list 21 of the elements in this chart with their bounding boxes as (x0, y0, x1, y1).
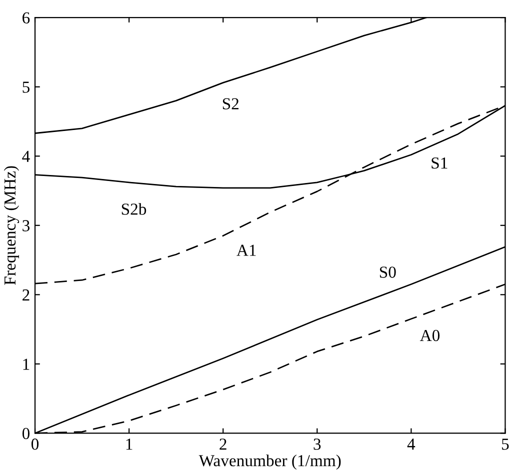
x-tick-label: 5 (502, 438, 509, 450)
x-axis-title: Wavenumber (1/mm) (198, 454, 341, 470)
annotation: S2b (122, 203, 146, 215)
y-tick-label: 0 (22, 428, 30, 440)
y-axis-title: Frequency (MHz) (4, 166, 20, 285)
series-label: A0 (420, 330, 440, 342)
x-tick-label: 4 (407, 438, 416, 450)
y-tick-label: 3 (22, 220, 30, 232)
series-label: S2 (222, 98, 239, 110)
y-tick-label: 4 (22, 150, 30, 162)
series-label: S0 (380, 266, 396, 278)
x-tick-label: 3 (314, 438, 321, 450)
annotation: S1 (432, 157, 448, 169)
x-tick-label: 0 (31, 438, 39, 450)
y-tick-label: 1 (23, 358, 30, 370)
x-tick-label: 2 (220, 438, 226, 450)
y-tick-label: 2 (22, 289, 30, 300)
y-tick-label: 6 (22, 12, 30, 24)
series-label: A1 (236, 244, 256, 256)
y-tick-label: 5 (22, 82, 30, 93)
x-tick-label: 1 (126, 438, 132, 450)
